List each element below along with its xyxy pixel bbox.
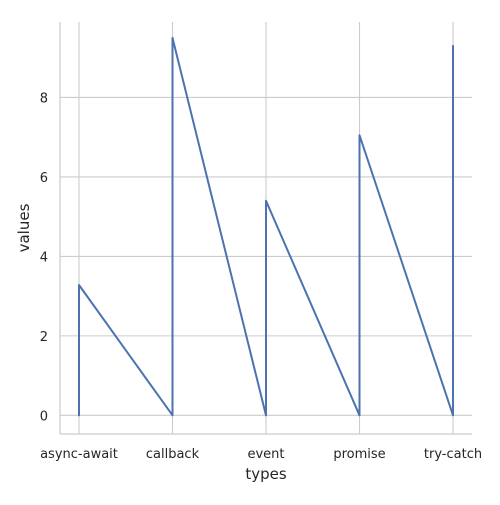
y-tick-label: 4 (40, 250, 48, 265)
y-tick-label: 8 (40, 91, 48, 106)
axes (59, 22, 472, 435)
tick-labels: async-await callback event promise try-catch… (40, 91, 482, 462)
series-line (78, 36, 454, 417)
x-tick-label: callback (146, 447, 200, 462)
y-tick-label: 2 (40, 330, 48, 345)
x-tick-label: event (247, 447, 284, 462)
x-tick-label: try-catch (424, 447, 482, 462)
y-tick-label: 6 (40, 171, 48, 186)
x-tick-label: async-await (40, 447, 118, 462)
series-layer (78, 36, 454, 417)
x-axis-label: types (245, 465, 287, 483)
y-axis-label: values (15, 203, 33, 252)
x-tick-label: promise (333, 447, 385, 462)
y-tick-label: 0 (40, 409, 48, 424)
